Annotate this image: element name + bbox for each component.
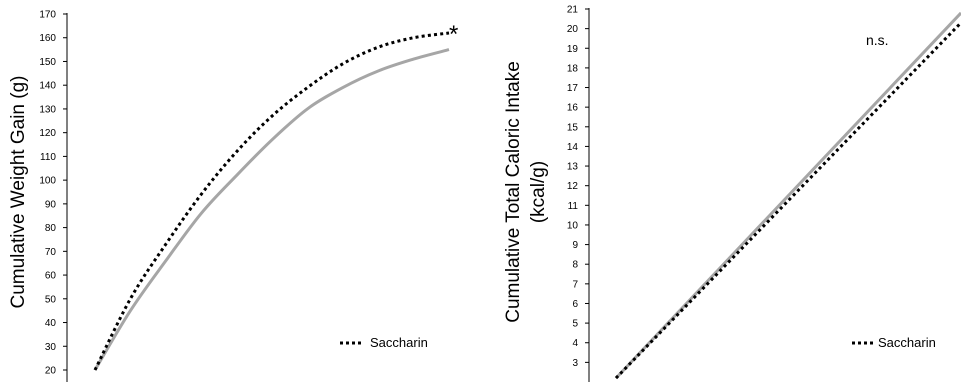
y-tick-label: 60	[45, 271, 57, 282]
y-tick-label: 3	[572, 358, 578, 369]
series-group	[93, 31, 450, 371]
series-line-control	[93, 48, 450, 371]
y-tick-label: 8	[572, 260, 578, 271]
y-tick-label: 13	[567, 162, 579, 173]
y-tick-label: 19	[567, 44, 579, 55]
series-line-saccharin	[614, 21, 961, 380]
y-tick-label: 9	[572, 240, 578, 251]
y-tick-label: 130	[39, 104, 56, 115]
y-tick-label: 120	[39, 128, 56, 139]
legend: Saccharin	[852, 335, 936, 350]
y-axis-label: Cumulative Weight Gain (g)	[8, 75, 29, 308]
y-tick-label: 11	[568, 201, 579, 212]
legend: Saccharin	[340, 335, 428, 350]
y-tick-label: 12	[567, 181, 579, 192]
y-tick-label: 20	[567, 24, 579, 35]
y-tick-label: 30	[45, 342, 57, 353]
significance-annotation: *	[449, 21, 458, 48]
y-tick-label: 7	[572, 279, 578, 290]
y-tick-label: 70	[45, 247, 57, 258]
y-axis-label-line-2: (kcal/g)	[528, 161, 549, 223]
y-tick-label: 18	[567, 63, 579, 74]
y-tick-label: 21	[567, 5, 579, 16]
y-tick-label: 14	[567, 142, 579, 153]
y-tick-label: 100	[39, 176, 56, 187]
y-tick-label: 4	[572, 338, 578, 349]
y-tick-label: 140	[39, 81, 56, 92]
y-tick-label: 17	[567, 83, 579, 94]
series-group	[614, 11, 961, 380]
y-tick-label: 15	[567, 122, 579, 133]
caloric-intake-chart: Cumulative Total Caloric Intake (kcal/g)…	[503, 5, 961, 382]
y-tick-label: 50	[45, 294, 57, 305]
y-ticks: 3 4 5 6 7 8 9 10 11 12 13 14 15 16 17 18 19 20 21	[567, 5, 589, 369]
y-tick-label: 90	[45, 199, 57, 210]
y-tick-label: 80	[45, 223, 57, 234]
y-tick-label: 40	[45, 318, 57, 329]
legend-label-saccharin: Saccharin	[370, 335, 428, 350]
series-line-control	[614, 11, 961, 380]
series-line-saccharin	[93, 31, 450, 371]
y-tick-label: 5	[572, 319, 578, 330]
y-ticks: 20 30 40 50 60 70 80 90 100 110 120 130 140 150 160 170	[39, 10, 67, 377]
weight-gain-chart: Cumulative Weight Gain (g) 20 30 40 50 60 70 8…	[8, 10, 458, 382]
y-tick-label: 16	[567, 103, 579, 114]
y-tick-label: 170	[39, 10, 56, 21]
y-tick-label: 6	[572, 299, 578, 310]
y-axis-label-line-1: Cumulative Total Caloric Intake	[503, 61, 524, 323]
y-tick-label: 10	[567, 220, 579, 231]
legend-label-saccharin: Saccharin	[878, 335, 936, 350]
y-tick-label: 160	[39, 33, 56, 44]
y-tick-label: 150	[39, 57, 56, 68]
significance-annotation: n.s.	[866, 32, 889, 48]
y-tick-label: 20	[45, 366, 57, 377]
y-tick-label: 110	[40, 152, 56, 163]
